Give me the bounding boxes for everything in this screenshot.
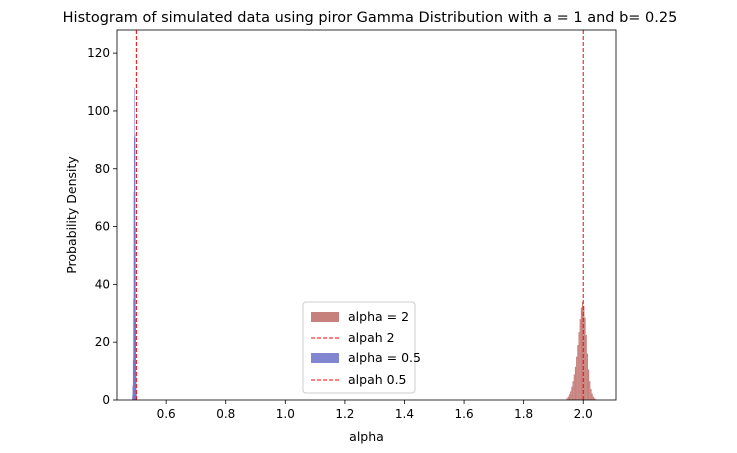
plot-frame bbox=[116, 29, 617, 401]
histogram-bar bbox=[133, 136, 135, 400]
y-tick-label: 100 bbox=[87, 104, 110, 118]
histogram-bar bbox=[568, 394, 571, 400]
x-tick-label: 2.0 bbox=[574, 407, 593, 421]
histogram-bar bbox=[572, 381, 574, 400]
histogram-bar bbox=[134, 87, 135, 400]
histogram-bar bbox=[576, 356, 578, 400]
histogram-bar bbox=[589, 381, 591, 400]
histogram-bar bbox=[585, 334, 587, 400]
x-tick-label: 0.6 bbox=[157, 407, 176, 421]
y-tick-label: 40 bbox=[95, 277, 110, 291]
histogram-bar bbox=[579, 319, 581, 400]
histogram-bar bbox=[570, 391, 572, 400]
histogram-bar bbox=[573, 374, 575, 400]
histogram-bar bbox=[135, 226, 136, 400]
x-tick-label: 1.2 bbox=[335, 407, 354, 421]
histogram-bar bbox=[583, 306, 585, 400]
x-tick-label: 1.4 bbox=[395, 407, 414, 421]
y-tick-label: 120 bbox=[87, 46, 110, 60]
x-tick-label: 1.0 bbox=[276, 407, 295, 421]
histogram-bar bbox=[577, 345, 579, 400]
legend-label-alpha-0.5: alpha = 0.5 bbox=[348, 350, 421, 365]
y-tick-label: 80 bbox=[95, 162, 110, 176]
histogram-bar bbox=[593, 398, 596, 400]
chart-title: Histogram of simulated data using piror … bbox=[63, 10, 678, 26]
histogram-bar bbox=[571, 386, 573, 400]
histogram-bar bbox=[580, 307, 583, 400]
histogram-bar bbox=[132, 385, 134, 400]
reference-lines bbox=[135, 30, 584, 400]
histogram-bar bbox=[134, 134, 136, 400]
histogram-bar bbox=[133, 191, 135, 401]
legend-swatch-alpha-0.5 bbox=[311, 353, 339, 363]
legend-box bbox=[302, 301, 416, 394]
histogram-bar bbox=[590, 389, 592, 400]
histogram-bar bbox=[578, 332, 580, 400]
histogram-bar bbox=[567, 396, 569, 400]
legend-label-alpha-2: alpha = 2 bbox=[348, 309, 409, 324]
histogram-bar bbox=[136, 391, 137, 400]
histogram-bar bbox=[591, 393, 593, 400]
plot-area bbox=[116, 29, 617, 401]
histogram-bar bbox=[582, 301, 584, 400]
x-axis-label: alpha bbox=[349, 429, 384, 444]
legend: alpha = 2 alpah 2 alpha = 0.5 alpah 0.5 bbox=[302, 301, 421, 394]
y-tick-label: 0 bbox=[102, 393, 110, 407]
histogram-bar bbox=[566, 398, 568, 400]
histogram-bar bbox=[132, 395, 133, 400]
histogram-bars-alpha-2 bbox=[566, 301, 597, 400]
y-tick-label: 20 bbox=[95, 335, 110, 349]
histogram-bar bbox=[584, 317, 586, 400]
y-tick-label: 60 bbox=[95, 220, 110, 234]
x-tick-label: 1.8 bbox=[514, 407, 533, 421]
histogram-bar bbox=[592, 396, 594, 400]
y-axis-ticks: 0 20 40 60 80 100 120 bbox=[87, 46, 117, 407]
y-axis-label: Probability Density bbox=[64, 156, 79, 274]
histogram-bar bbox=[586, 353, 588, 400]
histogram-bar bbox=[132, 359, 134, 400]
histogram-bar bbox=[595, 399, 597, 400]
histogram-bar bbox=[574, 366, 577, 400]
x-axis-ticks: 0.6 0.8 1.0 1.2 1.4 1.6 1.8 2.0 bbox=[157, 400, 593, 421]
x-tick-label: 1.6 bbox=[455, 407, 474, 421]
x-tick-label: 0.8 bbox=[216, 407, 235, 421]
legend-label-alpah-0.5: alpah 0.5 bbox=[348, 372, 407, 387]
legend-label-alpah-2: alpah 2 bbox=[348, 330, 395, 345]
histogram-bar bbox=[135, 319, 137, 400]
legend-swatch-alpha-2 bbox=[311, 312, 339, 322]
histogram-bar bbox=[133, 298, 134, 400]
histogram-bar bbox=[588, 369, 590, 400]
